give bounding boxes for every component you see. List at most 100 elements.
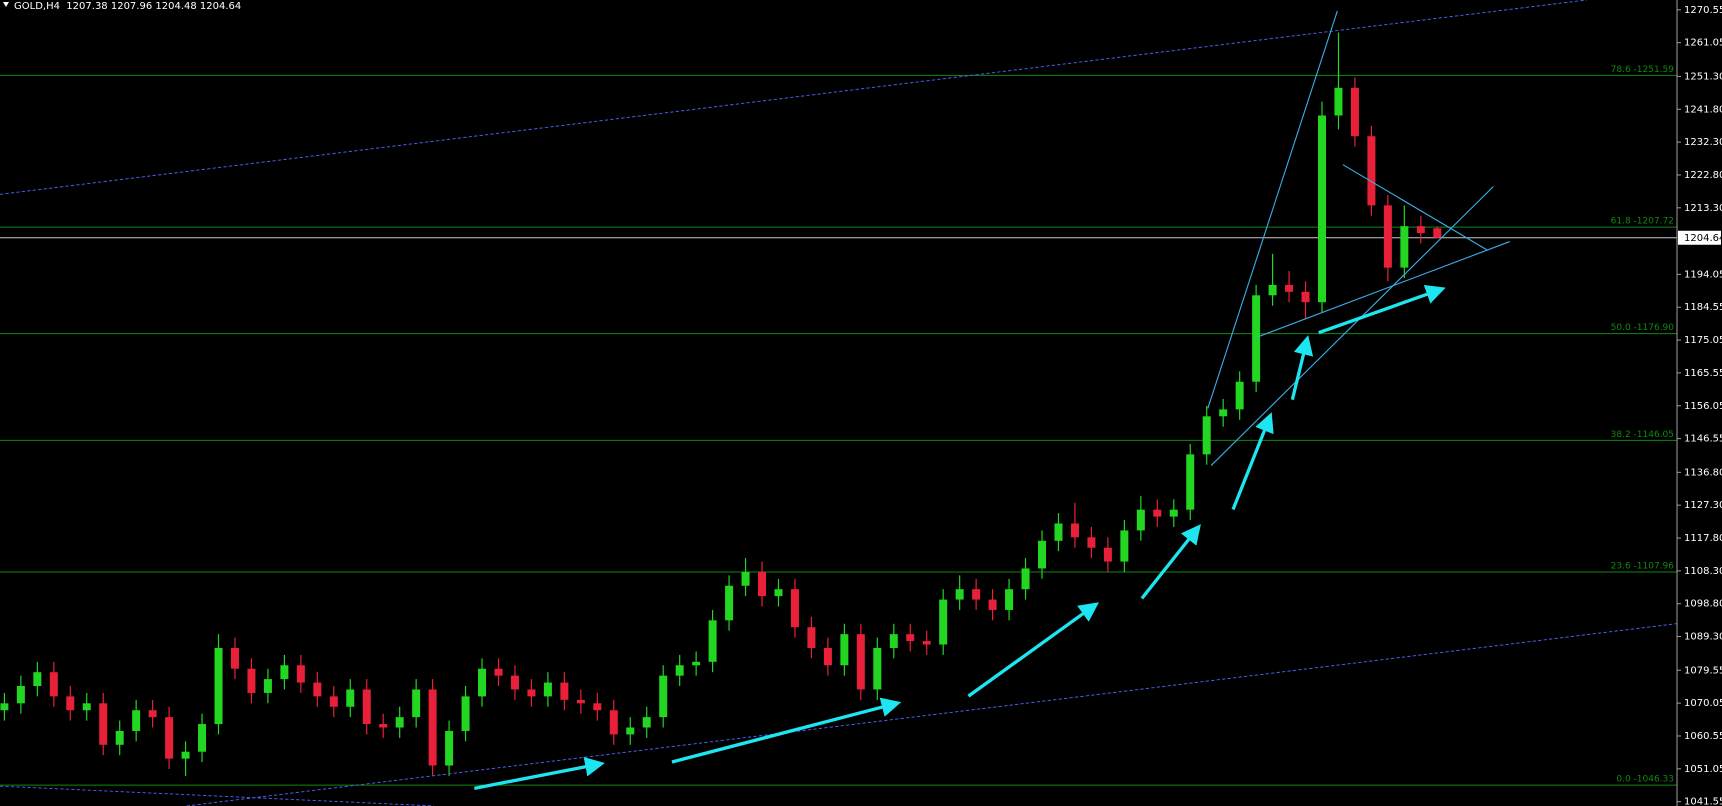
candle-body — [642, 717, 651, 728]
y-tick-label: 1175.05 — [1684, 335, 1722, 346]
arrow — [1231, 412, 1274, 511]
candle-body — [412, 689, 421, 718]
candle-body — [922, 641, 931, 645]
trend-line — [1342, 164, 1489, 251]
candle-body — [379, 724, 388, 728]
candle-body — [1416, 226, 1425, 234]
candle-body — [263, 679, 272, 693]
candle-body — [807, 627, 816, 648]
candle-body — [1301, 291, 1310, 303]
candle-body — [1153, 509, 1162, 517]
fib-label: 0.0 -1046.33 — [1616, 775, 1674, 785]
candle-body — [115, 730, 124, 745]
candle-body — [1169, 509, 1178, 517]
candle-body — [132, 710, 141, 731]
candles-layer — [0, 32, 1442, 776]
price-axis: 1270.55 1261.05 1251.30 1241.80 1232.30 1222.… — [1676, 0, 1722, 806]
fib-label: 61.8 -1207.72 — [1611, 217, 1674, 227]
y-tick-label: 1222.80 — [1684, 170, 1722, 181]
fib-label: 23.6 -1107.96 — [1611, 562, 1675, 572]
candle-body — [230, 647, 239, 669]
candle-body — [675, 665, 684, 676]
arrows — [474, 284, 1446, 790]
arrow — [671, 697, 902, 764]
drawings — [0, 0, 1677, 806]
candle-body — [1318, 115, 1326, 303]
y-tick-label: 1146.55 — [1684, 434, 1722, 445]
current-price-label: 1204.64 — [1684, 233, 1722, 244]
candle-body — [1136, 509, 1145, 531]
current-price-box — [1678, 230, 1721, 245]
y-tick-label: 1051.05 — [1684, 764, 1722, 775]
candle-body — [1021, 568, 1030, 590]
candle-body — [247, 668, 256, 693]
candle-body — [1367, 136, 1376, 206]
y-tick-label: 1194.05 — [1684, 269, 1722, 280]
candle-body — [972, 589, 981, 600]
candle-body — [741, 571, 750, 586]
candle-body — [82, 703, 91, 711]
candle-body — [214, 647, 223, 725]
candle-body — [1120, 530, 1129, 562]
candle-body — [313, 682, 322, 697]
y-tick-label: 1136.80 — [1684, 467, 1722, 478]
y-tick-label: 1213.30 — [1684, 203, 1722, 214]
y-tick-label: 1261.05 — [1684, 38, 1722, 49]
candle-body — [1235, 381, 1244, 410]
candle-body — [626, 727, 635, 735]
candle-body — [659, 675, 668, 718]
candle-body — [16, 686, 25, 704]
y-tick-label: 1184.55 — [1684, 302, 1722, 313]
candle-body — [49, 672, 58, 697]
candle-body — [1202, 416, 1211, 455]
candle-body — [346, 689, 355, 707]
trend-line — [1257, 241, 1510, 338]
trend-line — [1207, 10, 1338, 409]
candle-body — [840, 634, 849, 666]
candle-body — [576, 699, 585, 704]
y-tick-label: 1089.30 — [1684, 632, 1722, 643]
y-tick-label: 1241.80 — [1684, 104, 1722, 115]
candle-body — [1383, 205, 1392, 268]
candle-body — [510, 675, 519, 690]
candle-body — [889, 634, 898, 648]
candle-body — [790, 589, 799, 628]
candle-body — [527, 689, 536, 697]
candle-body — [329, 696, 338, 707]
candle-body — [1005, 589, 1014, 610]
candle-body — [181, 751, 190, 759]
candle-body — [362, 689, 371, 725]
candle-body — [1103, 547, 1112, 562]
candle-body — [1433, 228, 1442, 238]
arrow — [1318, 284, 1446, 335]
candle-body — [1054, 523, 1063, 541]
candle-body — [1350, 87, 1359, 137]
candle-body — [708, 620, 717, 662]
candle-body — [1087, 537, 1096, 548]
candle-body — [609, 710, 618, 735]
y-tick-label: 1127.30 — [1684, 500, 1722, 511]
levels-layer: 78.6 -1251.59 61.8 -1207.72 50.0 -1176.90 3… — [0, 65, 1677, 786]
candle-body — [280, 665, 289, 680]
candle-body — [593, 703, 602, 711]
y-tick-label: 1108.30 — [1684, 566, 1722, 577]
candle-body — [428, 689, 437, 766]
y-tick-label: 1156.05 — [1684, 401, 1722, 412]
candle-body — [461, 696, 470, 731]
candle-body — [1252, 295, 1261, 382]
candle-body — [99, 703, 108, 745]
candle-body — [906, 634, 915, 642]
candle-body — [939, 599, 948, 645]
fib-label: 38.2 -1146.05 — [1611, 430, 1674, 440]
y-tick-label: 1251.30 — [1684, 71, 1722, 82]
candle-body — [758, 571, 767, 597]
channel-line — [0, 785, 434, 806]
candle-body — [296, 665, 305, 683]
candle-body — [1334, 87, 1343, 116]
candle-body — [560, 682, 569, 700]
y-tick-label: 1041.55 — [1684, 797, 1722, 806]
candle-body — [1400, 226, 1409, 268]
candle-body — [148, 710, 157, 718]
candle-body — [1070, 523, 1079, 538]
fib-label: 78.6 -1251.59 — [1611, 65, 1675, 75]
